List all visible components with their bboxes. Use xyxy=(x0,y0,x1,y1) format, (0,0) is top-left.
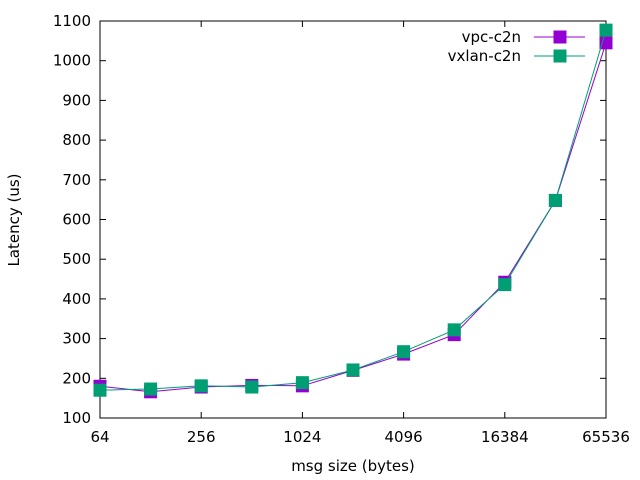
x-axis-label: msg size (bytes) xyxy=(291,457,415,475)
y-axis-label: Latency (us) xyxy=(5,173,23,266)
data-point xyxy=(295,376,309,390)
x-tick-label: 16384 xyxy=(481,428,529,446)
x-tick-label: 65536 xyxy=(582,428,630,446)
y-tick-label: 400 xyxy=(62,290,91,308)
x-tick-label: 64 xyxy=(90,428,109,446)
series-vpc-c2n xyxy=(93,36,613,399)
legend-label: vpc-c2n xyxy=(462,28,521,46)
legend-marker xyxy=(553,30,567,44)
y-tick-label: 1100 xyxy=(53,12,91,30)
y-tick-label: 300 xyxy=(62,330,91,348)
y-tick-label: 100 xyxy=(62,409,91,427)
data-point xyxy=(599,23,613,37)
series-line xyxy=(99,42,607,393)
y-tick-label: 600 xyxy=(62,211,91,229)
data-point xyxy=(144,382,158,396)
data-point xyxy=(245,380,259,394)
legend-marker xyxy=(553,49,567,63)
y-tick-label: 800 xyxy=(62,131,91,149)
data-point xyxy=(194,379,208,393)
data-point xyxy=(346,363,360,377)
y-tick-label: 900 xyxy=(62,91,91,109)
series xyxy=(93,23,613,399)
x-tick-label: 4096 xyxy=(385,428,423,446)
data-point xyxy=(599,36,613,50)
y-tick-label: 1000 xyxy=(53,52,91,70)
y-tick-label: 200 xyxy=(62,369,91,387)
x-tick-label: 1024 xyxy=(283,428,321,446)
data-point xyxy=(548,193,562,207)
ticks: 100 200 300 400 500 600 700 800 900 1000 1100 64 256… xyxy=(53,12,630,446)
data-point xyxy=(93,383,107,397)
x-tick-label: 256 xyxy=(187,428,216,446)
data-point xyxy=(397,345,411,359)
axes xyxy=(99,20,607,419)
y-tick-label: 500 xyxy=(62,250,91,268)
data-point xyxy=(447,323,461,337)
plot-frame xyxy=(99,20,607,419)
legend-label: vxlan-c2n xyxy=(448,47,521,65)
y-tick-label: 700 xyxy=(62,171,91,189)
data-point xyxy=(498,278,512,292)
series-vxlan-c2n xyxy=(93,23,613,397)
series-line xyxy=(99,29,607,391)
